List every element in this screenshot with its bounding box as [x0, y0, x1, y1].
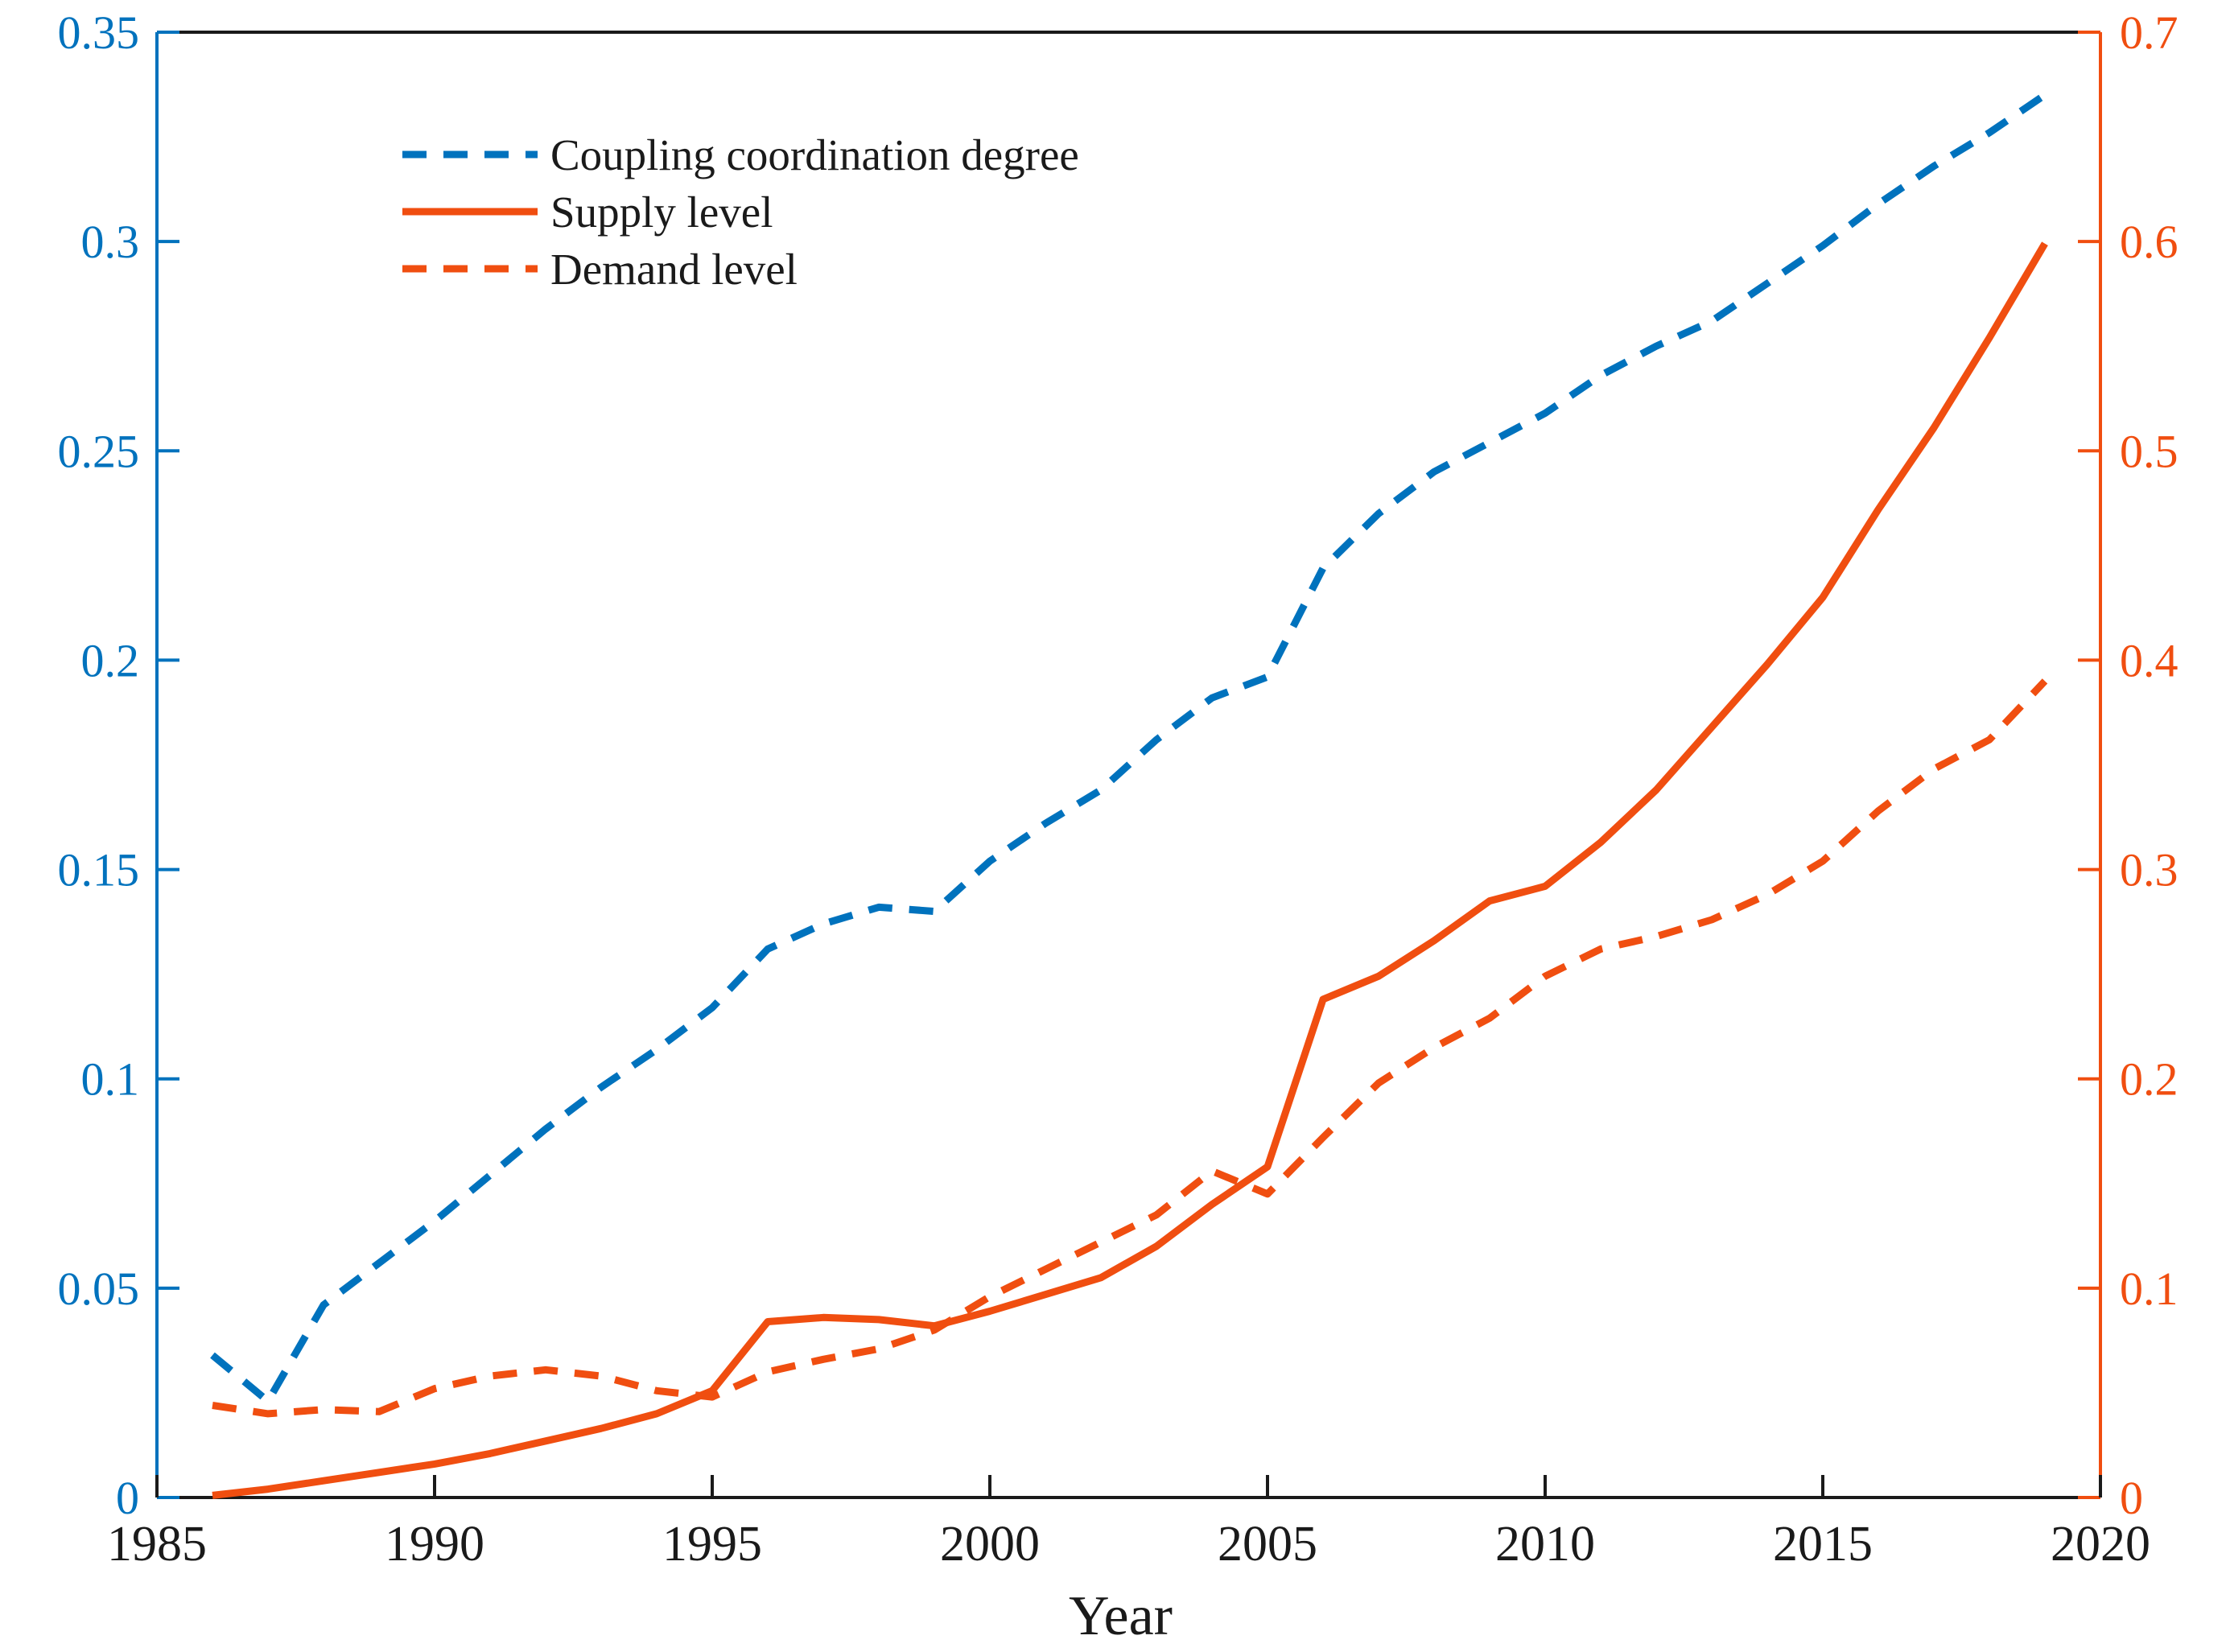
right-axis-tick-label: 0.6	[2120, 216, 2178, 268]
legend-label: Demand level	[550, 245, 798, 294]
series-line-supply-level	[212, 241, 2048, 1499]
left-axis-tick-label: 0.1	[81, 1053, 140, 1106]
x-axis-tick-label: 2020	[2051, 1517, 2150, 1572]
legend-label: Supply level	[550, 187, 773, 237]
x-axis-tick-label: 2010	[1495, 1517, 1595, 1572]
left-axis-tick-label: 0.2	[81, 634, 140, 686]
right-axis-tick-label: 0.1	[2120, 1263, 2178, 1315]
x-axis-tick-label: 1995	[662, 1517, 762, 1572]
right-axis-tick-label: 0.5	[2120, 425, 2178, 477]
series-line-coupling-coordination-degree	[210, 92, 2047, 1405]
right-axis-tick-label: 0.7	[2120, 6, 2178, 59]
x-axis-tick-label: 2005	[1218, 1517, 1317, 1572]
legend-item: Coupling coordination degree	[402, 130, 1079, 179]
left-axis-tick-label: 0	[116, 1472, 139, 1524]
x-axis-title: Year	[1069, 1585, 1173, 1647]
right-axis-tick-label: 0.2	[2120, 1053, 2178, 1106]
x-axis-tick-label: 1990	[385, 1517, 484, 1572]
left-axis-tick-label: 0.05	[58, 1263, 140, 1315]
x-axis-tick-label: 2000	[940, 1517, 1040, 1572]
series-line-demand-level	[212, 678, 2048, 1418]
left-axis-tick-label: 0.25	[58, 425, 140, 477]
legend-item: Supply level	[402, 187, 773, 237]
legend-label: Coupling coordination degree	[550, 130, 1079, 179]
right-axis-tick-label: 0.4	[2120, 634, 2178, 686]
legend-item: Demand level	[402, 245, 798, 294]
left-axis-tick-label: 0.3	[81, 216, 140, 268]
left-axis-tick-label: 0.35	[58, 6, 140, 59]
x-axis-tick-label: 2015	[1773, 1517, 1873, 1572]
left-axis-tick-label: 0.15	[58, 844, 140, 896]
x-axis-tick-label: 1985	[107, 1517, 207, 1572]
right-axis-tick-label: 0.3	[2120, 844, 2178, 896]
right-axis-tick-label: 0	[2120, 1472, 2143, 1524]
